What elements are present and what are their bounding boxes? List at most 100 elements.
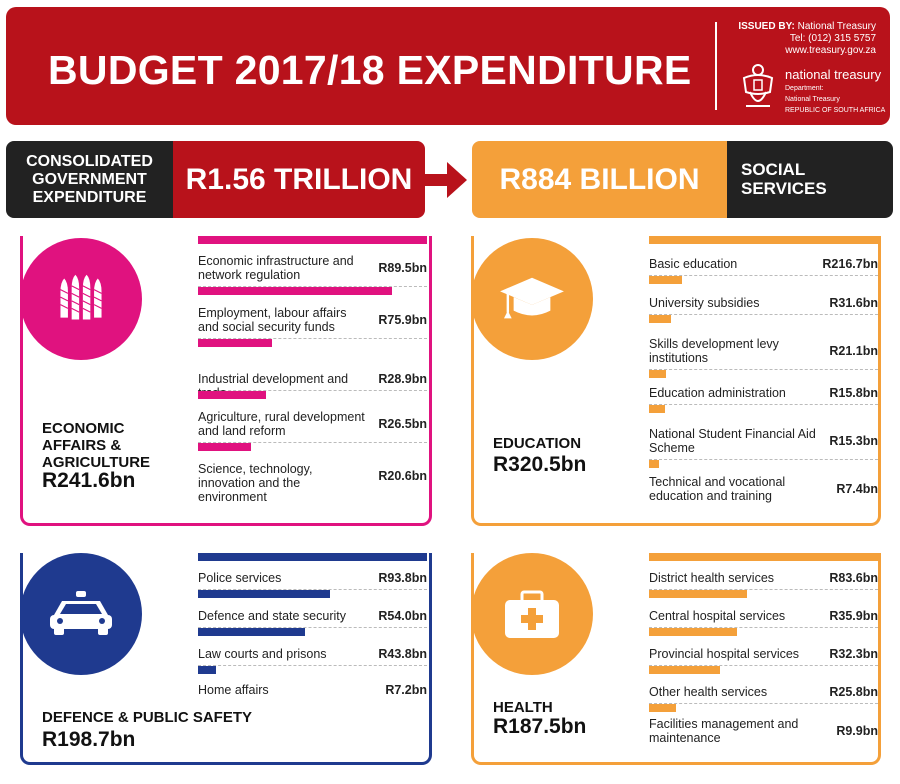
health-value-facilities-management-and-maintenance: R9.9bn (836, 724, 878, 738)
health-value-district-health-services: R83.6bn (829, 571, 878, 585)
graduation-cap-icon (500, 277, 564, 319)
education-row-basic-education: Basic education R216.7bn (649, 236, 878, 276)
defence-label-defence-and-state-security: Defence and state security (198, 609, 346, 623)
education-label-education-administration: Education administration (649, 386, 786, 400)
health-bar-central-hospital-services (649, 590, 748, 598)
health-title: HEALTH (493, 699, 553, 716)
health-bar-district-health-services (649, 553, 878, 561)
education-label-skills-development-levy-institutions: Skills development levy institutions (649, 337, 779, 365)
health-bar-provincial-hospital-services (649, 628, 738, 636)
economic-affairs-circle (20, 238, 142, 360)
education-title: EDUCATION (493, 435, 582, 452)
education-bar-skills-development-levy-institutions (649, 315, 672, 323)
health-total: R187.5bn (493, 715, 587, 738)
health-label-other-health-services: Other health services (649, 685, 768, 699)
economic-row-agriculture-rural-development-and-land-reform: Agriculture, rural development and land … (198, 391, 427, 443)
economic-value-agriculture-rural-development-and-land-reform: R26.5bn (378, 417, 427, 431)
defence-bar-police-services (198, 553, 427, 561)
logo-name: national treasury (785, 67, 882, 82)
defence-value-defence-and-state-security: R54.0bn (378, 609, 427, 623)
education-total: R320.5bn (493, 453, 587, 476)
education-label-technical-and-vocational-education-and-training: Technical and vocational education and t… (649, 475, 786, 503)
wheat-icon (60, 274, 102, 320)
coat-of-arms-icon (742, 64, 774, 107)
education-bar-education-administration (649, 370, 666, 378)
social-services-label: SOCIAL SERVICES (727, 141, 893, 218)
education-value-skills-development-levy-institutions: R21.1bn (829, 344, 878, 358)
health-label-provincial-hospital-services: Provincial hospital services (649, 647, 800, 661)
education-row-education-administration: Education administration R15.8bn (649, 370, 878, 405)
education-bar-technical-and-vocational-education-and-training (649, 460, 659, 468)
economic-bar-employment-labour-affairs-and-social-security-funds (198, 287, 393, 295)
banner-divider (715, 22, 717, 110)
defence-value-home-affairs: R7.2bn (385, 683, 427, 697)
defence-label-law-courts-and-prisons: Law courts and prisons (198, 647, 327, 661)
defence-row-law-courts-and-prisons: Law courts and prisons R43.8bn (198, 628, 427, 666)
health-bar-other-health-services (649, 666, 720, 674)
defence-circle (20, 553, 142, 675)
education-value-technical-and-vocational-education-and-training: R7.4bn (836, 482, 878, 496)
defence-row-defence-and-state-security: Defence and state security R54.0bn (198, 590, 427, 628)
logo-sub-3: REPUBLIC OF SOUTH AFRICA (785, 107, 886, 114)
health-circle (471, 553, 593, 675)
economic-affairs-card: ECONOMIC AFFAIRS & AGRICULTURE R241.6bn (20, 236, 432, 526)
defence-label-home-affairs: Home affairs (198, 683, 269, 697)
education-bar-national-student-financial-aid-scheme (649, 405, 666, 413)
education-card: EDUCATION R320.5bn (471, 236, 881, 526)
defence-label-police-services: Police services (198, 571, 282, 585)
health-label-central-hospital-services: Central hospital services (649, 609, 786, 623)
education-value-national-student-financial-aid-scheme: R15.3bn (829, 434, 878, 448)
health-row-district-health-services: District health services R83.6bn (649, 553, 878, 590)
police-car-icon (50, 591, 112, 635)
economic-label-economic-infrastructure-and-network-regulation: Economic infrastructure and network regu… (198, 254, 354, 282)
education-row-university-subsidies: University subsidies R31.6bn (649, 276, 878, 315)
economic-value-employment-labour-affairs-and-social-security-funds: R75.9bn (378, 313, 427, 327)
defence-bar-law-courts-and-prisons (198, 628, 305, 636)
defence-title: DEFENCE & PUBLIC SAFETY (42, 709, 253, 726)
economic-affairs-total: R241.6bn (42, 469, 136, 492)
health-label-facilities-management-and-maintenance: Facilities management and maintenance (649, 717, 799, 745)
health-row-central-hospital-services: Central hospital services R35.9bn (649, 590, 878, 628)
economic-row-employment-labour-affairs-and-social-security-funds: Employment, labour affairs and social se… (198, 287, 427, 339)
education-bar-university-subsidies (649, 276, 683, 284)
defence-card: DEFENCE & PUBLIC SAFETY R198.7bn (20, 553, 432, 765)
defence-value-police-services: R93.8bn (378, 571, 427, 585)
defence-value-law-courts-and-prisons: R43.8bn (378, 647, 427, 661)
economic-bar-science-technology-innovation-and-the-environment (198, 443, 251, 451)
education-row-national-student-financial-aid-scheme: National Student Financial Aid Scheme R15… (649, 405, 878, 460)
defence-row-police-services: Police services R93.8bn (198, 553, 427, 590)
education-bar-basic-education (649, 236, 878, 244)
economic-label-agriculture-rural-development-and-land-reform: Agriculture, rural development and land … (198, 410, 365, 438)
consolidated-value: R1.56 TRILLION (173, 141, 425, 218)
issuer-website: www.treasury.gov.za (785, 45, 876, 56)
health-row-other-health-services: Other health services R25.8bn (649, 666, 878, 704)
education-label-basic-education: Basic education (649, 257, 738, 271)
consolidated-label: CONSOLIDATED GOVERNMENT EXPENDITURE (6, 141, 173, 218)
defence-row-home-affairs: Home affairs R7.2bn (198, 666, 427, 702)
education-row-skills-development-levy-institutions: Skills development levy institutions R21.… (649, 315, 878, 370)
education-row-technical-and-vocational-education-and-training: Technical and vocational education and t… (649, 460, 878, 508)
health-bar-facilities-management-and-maintenance (649, 704, 677, 712)
health-row-facilities-management-and-maintenance: Facilities management and maintenance R9.… (649, 704, 878, 750)
economic-row-economic-infrastructure-and-network-regulation: Economic infrastructure and network regu… (198, 236, 427, 287)
page-title: BUDGET 2017/18 EXPENDITURE (48, 47, 692, 93)
education-circle (471, 238, 593, 360)
economic-bar-agriculture-rural-development-and-land-reform (198, 391, 266, 399)
medical-kit-icon (505, 590, 559, 638)
issued-by: National Treasury (797, 21, 876, 32)
education-value-education-administration: R15.8bn (829, 386, 878, 400)
health-value-central-hospital-services: R35.9bn (829, 609, 878, 623)
header-banner: BUDGET 2017/18 EXPENDITURE ISSUED BY: Na… (6, 7, 890, 125)
economic-value-science-technology-innovation-and-the-environment: R20.6bn (378, 469, 427, 483)
defence-bar-defence-and-state-security (198, 590, 330, 598)
issuer-info: ISSUED BY: National Treasury Tel: (012) … (738, 21, 876, 57)
treasury-logo-text: national treasury Department: National T… (785, 67, 885, 115)
economic-label-employment-labour-affairs-and-social-security-funds: Employment, labour affairs and social se… (198, 306, 347, 334)
education-value-university-subsidies: R31.6bn (829, 296, 878, 310)
health-value-provincial-hospital-services: R32.3bn (829, 647, 878, 661)
issuer-tel: Tel: (012) 315 5757 (789, 33, 876, 44)
education-label-university-subsidies: University subsidies (649, 296, 760, 310)
economic-bar-economic-infrastructure-and-network-regulation (198, 236, 427, 244)
logo-sub-1: Department: (785, 85, 824, 92)
economic-bar-industrial-development-and-trade (198, 339, 272, 347)
